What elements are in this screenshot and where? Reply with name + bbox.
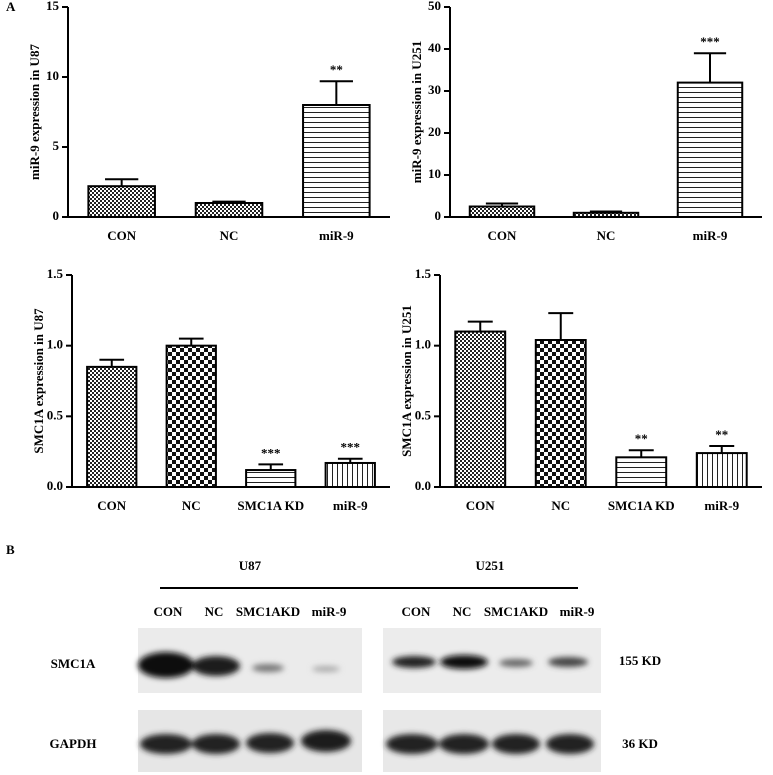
panel-label: A [6,0,16,14]
bar [194,202,264,218]
x-tick-label: miR-9 [704,498,739,513]
size-label: 155 KD [619,653,661,668]
y-tick-label: 15 [46,0,60,13]
x-tick-label: NC [182,498,201,513]
significance: *** [261,445,281,460]
bar [86,365,138,488]
x-tick-label: CON [107,228,137,243]
lane-label: NC [205,604,224,619]
bar [572,211,640,219]
bar [454,330,507,488]
y-tick-label: 5 [53,138,60,153]
x-tick-label: SMC1A KD [237,498,304,513]
y-tick-label: 30 [428,82,441,97]
blot-image [138,628,601,772]
size-label: 36 KD [622,736,658,751]
significance: ** [715,427,728,442]
lane-label: miR-9 [560,604,595,619]
y-tick-label: 1.0 [47,337,63,352]
bar [534,339,587,488]
group-label: U87 [239,558,262,573]
y-tick-label: 1.5 [415,266,432,281]
lane-label: CON [402,604,432,619]
bar [165,344,217,488]
y-tick-label: 0.5 [415,407,432,422]
x-tick-label: CON [97,498,127,513]
x-tick-label: NC [597,228,616,243]
y-tick-label: 20 [428,124,441,139]
y-axis-title: miR-9 expression in U87 [27,44,42,180]
bar [302,104,371,218]
y-tick-label: 0.0 [47,478,63,493]
x-tick-label: CON [488,228,518,243]
y-tick-label: 50 [428,0,441,13]
bar [676,81,744,218]
significance: ** [635,431,648,446]
x-tick-label: CON [466,498,496,513]
bar [695,452,748,488]
significance: *** [700,34,720,49]
bar [468,205,536,218]
row-label: GAPDH [50,736,97,751]
group-label: U251 [476,558,505,573]
y-tick-label: 10 [46,68,59,83]
y-tick-label: 0.5 [47,407,64,422]
y-tick-label: 0.0 [415,478,431,493]
x-tick-label: NC [220,228,239,243]
significance: *** [341,440,361,455]
bar [87,185,156,218]
y-tick-label: 10 [428,166,441,181]
bar [245,469,297,489]
panel-label: B [6,542,15,557]
y-tick-label: 1.0 [415,337,431,352]
x-tick-label: NC [551,498,570,513]
y-axis-title: miR-9 expression in U251 [409,41,424,183]
y-axis-title: SMC1A expression in U251 [399,305,414,457]
lane-label: SMC1AKD [484,604,548,619]
lane-label: CON [154,604,184,619]
y-axis-title: SMC1A expression in U87 [31,308,46,454]
y-tick-label: 0 [435,208,442,223]
bar [324,461,376,488]
x-tick-label: SMC1A KD [608,498,675,513]
y-tick-label: 0 [53,208,60,223]
y-tick-label: 1.5 [47,266,64,281]
lane-label: SMC1AKD [236,604,300,619]
x-tick-label: miR-9 [333,498,368,513]
x-tick-label: miR-9 [693,228,728,243]
bar [615,456,668,489]
lane-label: NC [453,604,472,619]
x-tick-label: miR-9 [319,228,354,243]
lane-label: miR-9 [312,604,347,619]
y-tick-label: 40 [428,40,441,55]
significance: ** [330,62,343,77]
row-label: SMC1A [51,656,96,671]
